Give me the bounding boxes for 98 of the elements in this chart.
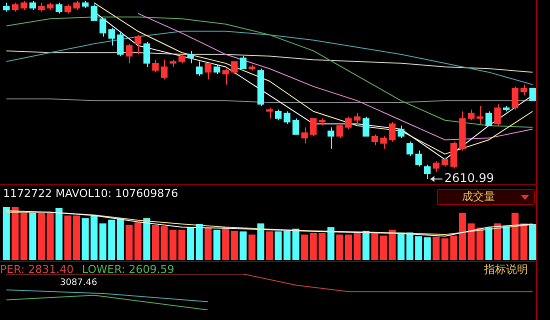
candlestick [388,122,396,142]
candlestick [310,118,317,137]
candlestick [398,125,404,139]
bar [512,212,519,260]
candlestick [90,4,98,21]
candlestick [442,157,448,168]
bar [398,232,405,260]
candlestick [292,118,300,135]
bar [187,227,194,260]
bar [257,223,264,260]
text: 成交量 [462,190,495,203]
annotation: 2610.99 [444,171,494,186]
bar [529,224,536,260]
bar [301,234,308,260]
candlestick [450,141,458,169]
candlestick [354,112,361,126]
candlestick [20,0,28,10]
bar [494,223,502,260]
text: 1172722 MAVOL10: 107609876 [3,187,178,200]
candlestick [345,116,352,130]
bar [292,228,300,260]
candlestick [170,59,176,68]
bar [213,230,220,260]
bar [362,230,370,260]
candlestick [100,18,106,38]
bar [56,208,63,260]
candlestick [520,84,528,96]
candlestick [494,104,501,126]
candlestick [38,2,45,12]
bar [388,230,396,260]
candlestick [257,68,264,107]
bar [230,230,238,260]
candlestick [284,110,290,124]
candlestick [196,61,203,76]
candlestick [240,56,247,69]
bar [485,228,492,260]
candlestick [46,2,54,10]
bar [204,228,212,260]
candlestick [380,136,387,150]
bar [12,207,19,260]
candlestick [178,54,186,64]
candlestick [318,118,326,126]
candlestick [328,126,334,150]
candlestick [29,0,36,10]
bar [520,223,528,260]
candlestick [502,106,510,112]
candlestick [187,50,194,64]
candlestick [152,59,159,73]
candlestick [160,59,168,80]
candlestick [3,2,10,12]
candlestick [371,134,378,146]
bar [424,237,431,260]
annotation: 3087.46 [60,277,98,290]
candlestick [406,141,414,156]
bar [327,227,334,260]
bar [178,230,186,260]
candlestick [222,68,229,86]
candlestick [415,150,422,168]
bar [476,228,484,260]
bar [248,234,256,260]
candlestick [82,0,89,9]
annotation: PER: 2831.40 [0,263,74,276]
bar [336,234,344,260]
bar [126,225,133,260]
candlestick [117,30,124,57]
candlestick [108,27,115,46]
candlestick [468,109,475,121]
candlestick [143,41,150,68]
candlestick [204,62,212,80]
bar [266,231,274,260]
candlestick [73,0,80,10]
bar [502,226,510,260]
candlestick [248,64,256,71]
candlestick [432,160,440,172]
candlestick [424,164,431,180]
candlestick [274,109,282,121]
candlestick [301,126,308,144]
bar [196,224,203,260]
bar [134,222,142,260]
candlestick [64,4,72,14]
bar [143,218,150,260]
bar [116,218,124,260]
candlestick [476,106,484,124]
candlestick [459,110,466,152]
candlestick [126,43,132,64]
bar [29,212,36,260]
bar [2,207,10,260]
candlestick [231,61,238,74]
candlestick [134,34,142,55]
annotation: 指标说明 [484,263,528,276]
candlestick [214,64,220,74]
candlestick [56,2,62,14]
bar [240,231,247,260]
candlestick [362,116,370,137]
bar [222,228,230,260]
bar [20,212,28,260]
bar [432,236,440,260]
annotation: LOWER: 2609.59 [82,263,174,276]
